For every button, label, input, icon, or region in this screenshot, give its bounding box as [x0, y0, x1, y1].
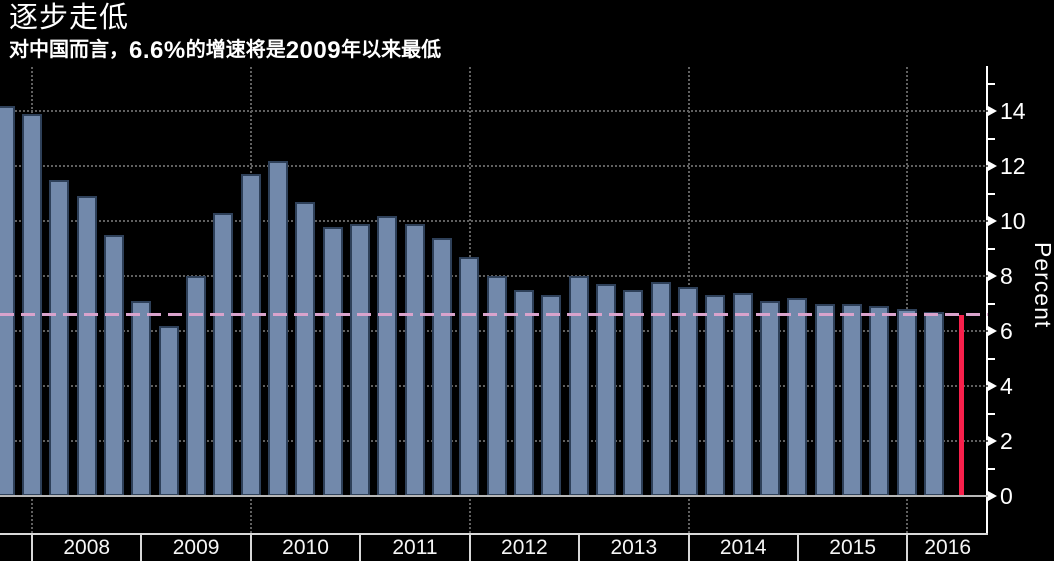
- bar: [541, 295, 562, 496]
- bar: [158, 325, 179, 496]
- x-year-label: 2014: [719, 536, 767, 559]
- y-minor-tick: [988, 247, 995, 250]
- gridline-h: [0, 165, 988, 167]
- x-tick: [249, 533, 252, 561]
- bar: [677, 287, 698, 496]
- x-year-label: 2008: [63, 536, 111, 559]
- x-tick: [359, 533, 362, 561]
- y-minor-tick: [988, 192, 995, 195]
- y-major-tick: [988, 491, 997, 501]
- y-minor-tick: [988, 357, 995, 360]
- bar: [923, 311, 944, 496]
- bar: [431, 237, 452, 496]
- bar: [349, 223, 370, 496]
- y-tick-label: 10: [1000, 208, 1026, 234]
- bar: [0, 105, 15, 496]
- y-major-tick: [988, 326, 997, 336]
- bar: [104, 234, 125, 496]
- x-tick: [31, 533, 33, 561]
- bar: [869, 306, 890, 496]
- y-tick-label: 12: [1000, 153, 1026, 179]
- subtitle-text: 年以来最低: [341, 39, 442, 61]
- x-tick: [140, 533, 143, 561]
- y-axis-line: [986, 66, 988, 535]
- bar: [186, 276, 206, 496]
- x-year-label: 2013: [610, 536, 658, 559]
- bar: [131, 300, 152, 496]
- y-minor-tick: [988, 302, 995, 305]
- x-tick: [906, 533, 909, 561]
- bar: [213, 212, 234, 496]
- bar: [787, 298, 808, 496]
- y-major-tick: [988, 216, 997, 226]
- y-tick-label: 14: [1000, 98, 1026, 124]
- x-axis-line: [0, 533, 988, 535]
- x-year-label: 2012: [501, 536, 548, 559]
- y-minor-tick: [988, 137, 995, 140]
- subtitle-forecast-value: 6.6%: [129, 37, 186, 64]
- y-major-tick: [988, 271, 997, 281]
- chart-subtitle: 对中国而言，6.6%的增速将是2009年以来最低: [9, 33, 441, 65]
- bar: [22, 113, 43, 496]
- x-year-label: 2011: [392, 536, 438, 559]
- y-major-tick: [988, 161, 997, 171]
- bar: [705, 295, 726, 496]
- y-tick-label: 4: [1000, 373, 1013, 399]
- bar: [841, 303, 862, 496]
- y-tick-label: 2: [1000, 428, 1013, 454]
- bar: [322, 226, 343, 496]
- bar: [896, 309, 917, 496]
- bar: [814, 303, 835, 496]
- y-major-tick: [988, 381, 997, 391]
- subtitle-text: 对中国而言，: [9, 39, 129, 61]
- page-title: 逐步走低: [9, 0, 130, 34]
- bar: [595, 284, 616, 496]
- x-tick: [687, 533, 690, 561]
- x-year-label: 2015: [829, 536, 876, 559]
- bar: [76, 196, 97, 496]
- bar: [49, 179, 70, 496]
- plot-area: [0, 70, 988, 535]
- gridline-h: [0, 110, 988, 112]
- y-tick-label: 8: [1000, 263, 1013, 289]
- y-major-tick: [988, 436, 997, 446]
- x-tick: [796, 533, 799, 561]
- y-tick-label: 6: [1000, 318, 1013, 344]
- forecast-bar: [958, 314, 964, 496]
- bar: [459, 256, 480, 496]
- y-minor-tick: [988, 82, 995, 85]
- bar: [732, 292, 753, 496]
- reference-line: [0, 313, 988, 316]
- bar: [513, 289, 534, 496]
- bar: [623, 289, 644, 496]
- y-major-tick: [988, 106, 997, 116]
- y-axis-title: Percent: [1030, 242, 1054, 329]
- x-tick: [578, 533, 581, 561]
- y-minor-tick: [988, 412, 995, 415]
- bar: [240, 174, 261, 496]
- x-baseline: [0, 495, 988, 497]
- bar: [268, 160, 288, 496]
- bar: [486, 276, 507, 496]
- subtitle-text: 的增速将是: [185, 39, 286, 61]
- x-year-label: 2010: [282, 536, 329, 559]
- bar: [377, 215, 398, 496]
- subtitle-year-value: 2009: [285, 37, 342, 64]
- bar: [295, 201, 316, 496]
- gridline-h: [0, 220, 988, 222]
- y-tick-label: 0: [1000, 483, 1013, 509]
- x-year-label: 2009: [172, 536, 220, 559]
- bars-layer: [0, 70, 988, 535]
- x-year-label: 2016: [924, 536, 972, 559]
- bar: [568, 276, 589, 496]
- gridline-v: [906, 67, 909, 533]
- y-minor-tick: [988, 467, 995, 470]
- x-tick: [468, 533, 471, 561]
- bar: [759, 300, 780, 496]
- bar: [404, 223, 425, 496]
